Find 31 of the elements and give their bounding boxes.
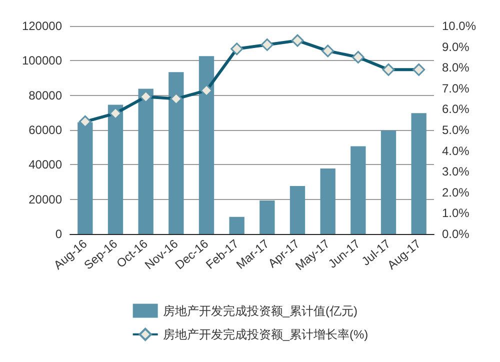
- y-tick-label: 20000: [28, 192, 62, 206]
- bar: [320, 168, 336, 234]
- y2-tick-label: 1.0%: [442, 206, 470, 220]
- y2-tick-label: 8.0%: [442, 60, 470, 75]
- bar: [350, 146, 366, 234]
- legend-label: 房地产开发完成投资额_累计增长率(%): [162, 327, 368, 342]
- y2-tick-label: 10.0%: [442, 19, 476, 33]
- bar: [108, 104, 124, 234]
- bar: [380, 130, 396, 234]
- y-tick-label: 0: [55, 227, 62, 241]
- y2-tick-label: 3.0%: [442, 164, 470, 179]
- bar: [229, 216, 244, 234]
- y-tick-label: 120000: [22, 19, 62, 33]
- y2-tick-label: 4.0%: [442, 144, 470, 158]
- y2-tick-label: 6.0%: [442, 102, 470, 116]
- legend-label: 房地产开发完成投资额_累计值(亿元): [162, 304, 358, 318]
- y-tick-label: 60000: [28, 123, 62, 137]
- bar: [411, 113, 426, 234]
- bar: [138, 88, 154, 234]
- y-tick-label: 40000: [28, 158, 62, 172]
- y2-tick-label: 2.0%: [442, 185, 470, 200]
- bar: [260, 200, 275, 234]
- bar: [290, 186, 306, 234]
- y-tick-label: 100000: [22, 54, 62, 68]
- y2-tick-label: 5.0%: [442, 123, 470, 137]
- bar: [168, 72, 184, 234]
- y-tick-label: 80000: [28, 88, 62, 102]
- bar: [198, 56, 214, 234]
- y2-tick-label: 9.0%: [442, 40, 470, 54]
- y2-tick-label: 7.0%: [442, 81, 470, 96]
- y2-tick-label: 0.0%: [442, 227, 470, 241]
